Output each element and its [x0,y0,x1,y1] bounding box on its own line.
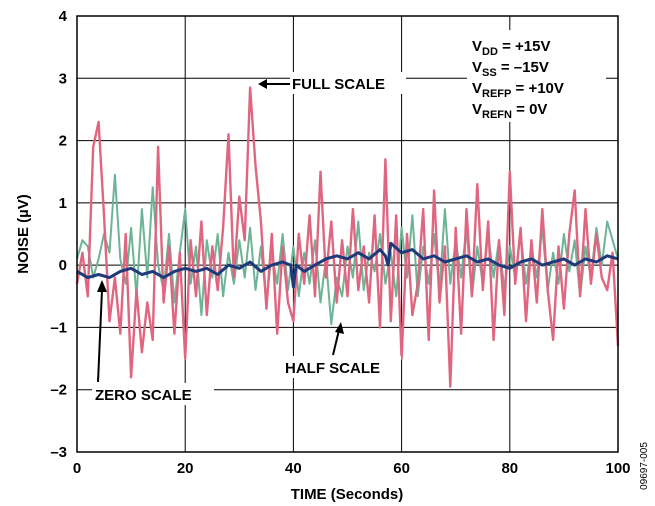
condition-line-3: VREFN = 0V [472,101,547,121]
conditions-box [467,30,606,122]
full-scale-arrowhead [258,79,267,89]
full-scale-annotation: FULL SCALE [292,76,385,93]
full-scale-label-bg [290,72,406,94]
x-tick-label-0: 0 [73,460,81,477]
y-tick-label-1: –2 [50,382,67,399]
y-axis-label: NOISE (µV) [15,194,32,273]
y-tick-label-3: 0 [59,257,67,274]
y-tick-label-4: 1 [59,195,67,212]
zero-scale-arrowhead [97,280,107,292]
half-scale-label-bg [283,356,401,378]
x-axis-label: TIME (Seconds) [291,486,404,503]
tick-labels: 0 20 40 60 80 100 –3 –2 –1 0 1 2 3 4 [50,8,630,477]
y-tick-label-7: 4 [59,8,68,25]
x-tick-label-4: 80 [501,460,518,477]
condition-line-2: VREFP = +10V [472,80,564,100]
y-tick-label-6: 3 [59,70,67,87]
x-tick-label-2: 40 [285,460,302,477]
y-tick-label-0: –3 [50,444,67,461]
x-tick-label-1: 20 [177,460,194,477]
zero-scale-annotation: ZERO SCALE [95,387,192,404]
figure-id: 09697-005 [639,442,650,490]
zero-scale-label-bg [92,383,214,405]
half-scale-annotation: HALF SCALE [285,360,380,377]
condition-line-1: VSS = –15V [472,59,549,79]
y-tick-label-2: –1 [50,319,67,336]
zero-scale-arrow [97,289,103,383]
plot-frame [76,15,619,453]
full-scale-series-line [75,86,620,388]
x-tick-label-3: 60 [393,460,410,477]
half-scale-arrowhead [335,322,344,334]
half-scale-arrow [332,329,340,356]
zero-scale-series-line [76,241,619,289]
condition-line-0: VDD = +15V [472,38,550,58]
y-tick-label-5: 2 [59,133,67,150]
series-layer [75,86,620,388]
x-tick-label-5: 100 [605,460,630,477]
